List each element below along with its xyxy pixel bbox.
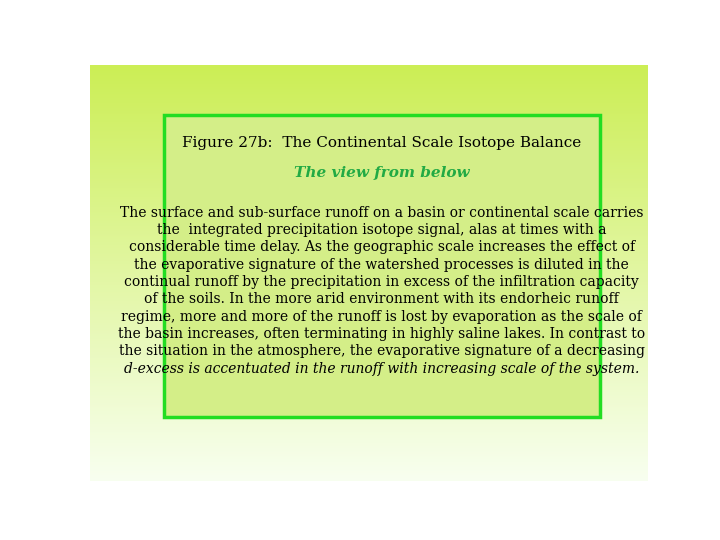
Text: Figure 27b:  The Continental Scale Isotope Balance: Figure 27b: The Continental Scale Isotop… xyxy=(182,137,582,151)
Text: the  integrated precipitation isotope signal, alas at times with a: the integrated precipitation isotope sig… xyxy=(157,223,606,237)
Text: the basin increases, often terminating in highly saline lakes. In contrast to: the basin increases, often terminating i… xyxy=(118,327,645,341)
Text: continual runoff by the precipitation in excess of the infiltration capacity: continual runoff by the precipitation in… xyxy=(125,275,639,289)
Text: d-excess is accentuated in the runoff with increasing scale of the system.: d-excess is accentuated in the runoff wi… xyxy=(124,362,639,376)
Text: considerable time delay. As the geographic scale increases the effect of: considerable time delay. As the geograph… xyxy=(129,240,635,254)
Text: the situation in the atmosphere, the evaporative signature of a decreasing: the situation in the atmosphere, the eva… xyxy=(119,345,645,359)
Text: the evaporative signature of the watershed processes is diluted in the: the evaporative signature of the watersh… xyxy=(135,258,629,272)
Text: The view from below: The view from below xyxy=(294,166,469,180)
FancyBboxPatch shape xyxy=(163,115,600,417)
Text: of the soils. In the more arid environment with its endorheic runoff: of the soils. In the more arid environme… xyxy=(145,292,619,306)
Text: regime, more and more of the runoff is lost by evaporation as the scale of: regime, more and more of the runoff is l… xyxy=(122,309,642,323)
Text: The surface and sub-surface runoff on a basin or continental scale carries: The surface and sub-surface runoff on a … xyxy=(120,206,644,220)
